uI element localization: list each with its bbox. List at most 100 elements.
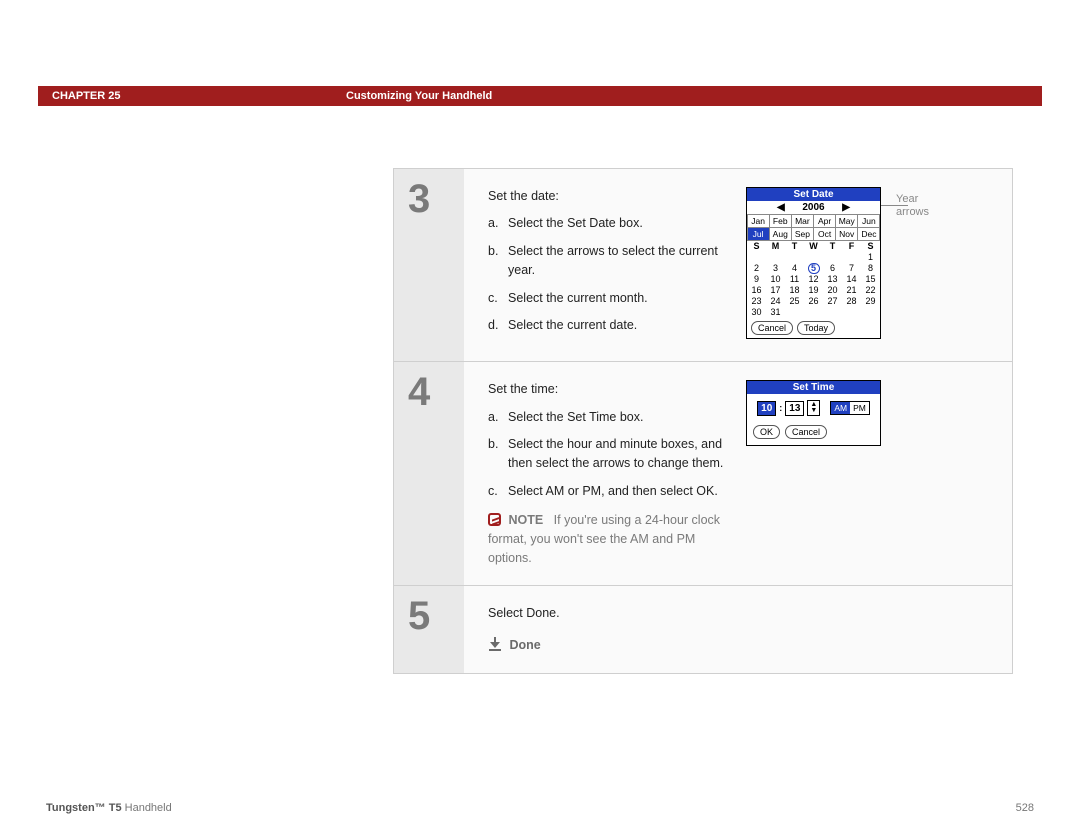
date-cell[interactable]: 28 [842, 296, 861, 307]
set-time-widget-col: Set Time 10 : 13 ▲▼ AMPM OK Cancel [746, 380, 996, 567]
month-cell[interactable]: Aug [769, 227, 792, 241]
date-cell[interactable]: 20 [823, 285, 842, 296]
list-item-key: b. [488, 435, 508, 474]
year-arrows-callout: Yeararrows [896, 193, 929, 219]
date-cell[interactable]: 23 [747, 296, 766, 307]
note-label: NOTE [508, 513, 543, 527]
date-cell[interactable]: 5 [804, 263, 823, 274]
dow-row: SMTWTFS [747, 240, 880, 252]
set-time-buttons: OK Cancel [747, 422, 880, 445]
minute-box[interactable]: 13 [785, 401, 804, 416]
month-cell[interactable]: Dec [857, 227, 880, 241]
ok-button[interactable]: OK [753, 425, 780, 439]
step-4-intro: Set the time: [488, 380, 728, 399]
list-item-key: b. [488, 242, 508, 281]
date-cell[interactable]: 2 [747, 263, 766, 274]
steps-card: 3 Set the date: a.Select the Set Date bo… [393, 168, 1013, 674]
time-spinner[interactable]: ▲▼ [807, 400, 820, 416]
dow-cell: W [804, 241, 823, 251]
date-cell[interactable]: 8 [861, 263, 880, 274]
pm-option[interactable]: PM [850, 402, 869, 414]
year-selector: ◀ 2006 ▶ [747, 201, 880, 214]
footer: Tungsten™ T5 Handheld 528 [46, 802, 1034, 814]
list-item: a.Select the Set Date box. [488, 214, 728, 233]
date-cell[interactable]: 11 [785, 274, 804, 285]
set-time-title: Set Time [747, 381, 880, 394]
chapter-title: Customizing Your Handheld [346, 90, 492, 102]
step-4-text: Set the time: a.Select the Set Time box.… [488, 380, 728, 567]
cancel-button[interactable]: Cancel [785, 425, 827, 439]
date-cell[interactable]: 6 [823, 263, 842, 274]
dow-cell: F [842, 241, 861, 251]
month-cell[interactable]: Apr [813, 214, 836, 228]
date-cell[interactable]: 22 [861, 285, 880, 296]
time-row: 10 : 13 ▲▼ AMPM [747, 394, 880, 422]
year-value: 2006 [802, 202, 824, 213]
set-date-title: Set Date [747, 188, 880, 201]
date-cell[interactable]: 10 [766, 274, 785, 285]
step-3-text: Set the date: a.Select the Set Date box.… [488, 187, 728, 343]
month-cell[interactable]: Feb [769, 214, 792, 228]
list-item: c.Select AM or PM, and then select OK. [488, 482, 728, 501]
list-item: b.Select the hour and minute boxes, and … [488, 435, 728, 474]
note-block: NOTE If you're using a 24-hour clock for… [488, 511, 728, 567]
cancel-button[interactable]: Cancel [751, 321, 793, 335]
year-prev-icon[interactable]: ◀ [777, 202, 785, 213]
date-cell[interactable]: 1 [861, 252, 880, 263]
date-cell[interactable]: 21 [842, 285, 861, 296]
month-cell[interactable]: May [835, 214, 858, 228]
month-grid: JanFebMarAprMayJun JulAugSepOctNovDec [747, 214, 880, 240]
chapter-label: CHAPTER 25 [52, 90, 120, 102]
list-item: b.Select the arrows to select the curren… [488, 242, 728, 281]
hour-box[interactable]: 10 [757, 401, 776, 416]
date-cell[interactable]: 30 [747, 307, 766, 318]
year-next-icon[interactable]: ▶ [842, 202, 850, 213]
date-cell[interactable]: 13 [823, 274, 842, 285]
dow-cell: M [766, 241, 785, 251]
date-cell[interactable]: 9 [747, 274, 766, 285]
month-cell[interactable]: Nov [835, 227, 858, 241]
date-cell[interactable]: 4 [785, 263, 804, 274]
date-cell[interactable]: 24 [766, 296, 785, 307]
date-cell[interactable]: 29 [861, 296, 880, 307]
list-item-text: Select the arrows to select the current … [508, 242, 728, 281]
list-item: d.Select the current date. [488, 316, 728, 335]
date-cell[interactable]: 18 [785, 285, 804, 296]
list-item: c.Select the current month. [488, 289, 728, 308]
month-cell[interactable]: Mar [791, 214, 814, 228]
list-item-text: Select the current month. [508, 289, 728, 308]
date-cell[interactable]: 26 [804, 296, 823, 307]
month-cell[interactable]: Oct [813, 227, 836, 241]
am-option[interactable]: AM [831, 402, 850, 414]
spin-down-icon[interactable]: ▼ [810, 408, 817, 414]
step-number: 3 [394, 169, 464, 361]
list-item-text: Select the Set Date box. [508, 214, 728, 233]
step-5: 5 Select Done. Done [394, 586, 1012, 673]
date-cell[interactable]: 16 [747, 285, 766, 296]
step-number: 4 [394, 362, 464, 585]
date-cell[interactable]: 3 [766, 263, 785, 274]
set-date-buttons: Cancel Today [747, 318, 880, 338]
date-cell[interactable]: 17 [766, 285, 785, 296]
date-cell[interactable]: 19 [804, 285, 823, 296]
month-cell[interactable]: Jan [747, 214, 770, 228]
date-cell[interactable]: 15 [861, 274, 880, 285]
page-number: 528 [1016, 802, 1034, 814]
date-cell[interactable]: 25 [785, 296, 804, 307]
time-colon: : [779, 403, 782, 413]
date-cell[interactable]: 31 [766, 307, 785, 318]
date-cell[interactable]: 12 [804, 274, 823, 285]
date-cell[interactable]: 7 [842, 263, 861, 274]
date-cell[interactable]: 27 [823, 296, 842, 307]
list-item-key: c. [488, 482, 508, 501]
step-5-intro: Select Done. [488, 604, 728, 623]
today-button[interactable]: Today [797, 321, 835, 335]
list-item: a.Select the Set Time box. [488, 408, 728, 427]
list-item-key: d. [488, 316, 508, 335]
month-cell[interactable]: Jun [857, 214, 880, 228]
month-cell[interactable]: Jul [747, 227, 770, 241]
month-cell[interactable]: Sep [791, 227, 814, 241]
step-3-intro: Set the date: [488, 187, 728, 206]
date-cell[interactable]: 14 [842, 274, 861, 285]
list-item-text: Select the Set Time box. [508, 408, 728, 427]
